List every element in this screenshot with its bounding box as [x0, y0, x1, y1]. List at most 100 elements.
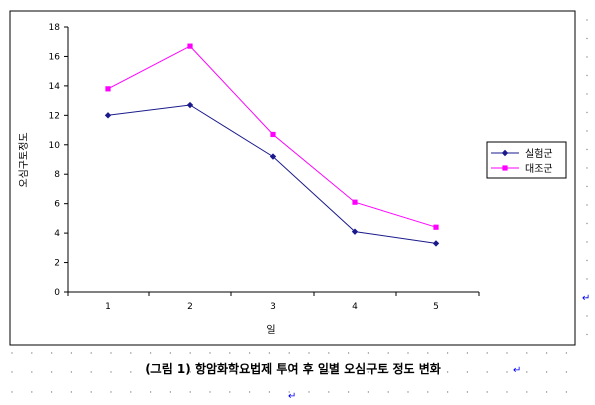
- data-point: [186, 101, 194, 109]
- layout-dot: [506, 352, 508, 354]
- y-tick-label: 14: [49, 82, 61, 92]
- layout-dot: [565, 371, 568, 373]
- legend-marker-series-2: [502, 165, 508, 171]
- layout-dot: [586, 37, 588, 40]
- layout-dot: [110, 371, 112, 373]
- layout-dot: [407, 352, 409, 354]
- layout-dot: [31, 371, 33, 373]
- layout-dot: [586, 222, 588, 225]
- layout-dot: [209, 352, 211, 354]
- layout-dot: [189, 352, 191, 354]
- layout-dot: [149, 352, 152, 354]
- data-point: [351, 228, 359, 235]
- layout-dot: [586, 204, 588, 206]
- caption-paragraph-mark: ↵: [513, 365, 521, 376]
- layout-dot: [248, 371, 251, 373]
- paragraph-mark: ↵: [582, 293, 590, 304]
- layout-dot: [268, 371, 271, 373]
- layout-dot: [189, 371, 191, 373]
- x-axis-title: 일: [266, 324, 275, 336]
- data-point: [187, 43, 193, 49]
- chart-frame: [9, 10, 576, 346]
- layout-dot: [586, 19, 588, 21]
- layout-dot: [586, 167, 588, 169]
- layout-dot: [248, 352, 251, 354]
- legend-box: [486, 141, 567, 179]
- layout-dot: [347, 391, 350, 393]
- layout-dot: [308, 391, 310, 393]
- layout-dot: [387, 371, 389, 373]
- layout-dot: [586, 241, 588, 243]
- layout-dot: [328, 391, 330, 393]
- x-axis-ticks: 1 2 3 4 5: [67, 292, 480, 312]
- data-point: [270, 131, 276, 138]
- layout-dot: [328, 352, 330, 354]
- layout-dot: [586, 130, 588, 132]
- layout-dot: [486, 352, 488, 354]
- layout-dot: [347, 371, 350, 373]
- layout-dot: [288, 352, 290, 354]
- layout-dot: [169, 371, 172, 373]
- x-tick-label: 5: [433, 302, 439, 312]
- layout-dot: [586, 148, 588, 151]
- series-layer: [104, 43, 440, 247]
- layout-dot: [407, 391, 409, 393]
- layout-dot: [288, 371, 290, 373]
- layout-dot: [427, 352, 429, 354]
- layout-dot: [545, 352, 548, 354]
- layout-dot: [427, 391, 429, 393]
- layout-dot: [545, 371, 548, 373]
- layout-dot: [288, 391, 290, 393]
- layout-dot: [110, 391, 112, 393]
- y-tick-label: 16: [49, 52, 61, 62]
- data-point: [105, 86, 111, 92]
- x-tick-label: 1: [105, 302, 111, 312]
- layout-dot: [308, 352, 310, 354]
- layout-dot: [31, 391, 33, 393]
- y-tick-label: 0: [54, 288, 60, 298]
- layout-dot: [586, 333, 588, 336]
- layout-dot: [586, 93, 588, 95]
- layout-dot: [347, 352, 350, 354]
- legend-label-series-2: 대조군: [525, 163, 553, 175]
- layout-dot: [50, 352, 53, 354]
- layout-dot: [586, 111, 588, 114]
- x-tick-label: 2: [187, 302, 193, 312]
- data-point: [269, 153, 277, 160]
- layout-dot: [367, 371, 370, 373]
- layout-dot: [11, 371, 13, 373]
- layout-dot: [586, 278, 588, 280]
- layout-dot: [387, 352, 389, 354]
- data-point: [432, 240, 440, 247]
- layout-dot: [328, 371, 330, 373]
- layout-dot: [466, 391, 469, 393]
- layout-dot: [130, 391, 132, 393]
- layout-dot: [229, 391, 231, 393]
- layout-dot: [407, 371, 409, 373]
- layout-dot: [90, 391, 92, 393]
- layout-dot: [189, 391, 191, 393]
- layout-dot: [466, 352, 469, 354]
- layout-dot: [586, 296, 588, 299]
- x-tick-label: 4: [352, 302, 358, 312]
- empty-line-paragraph-mark: ↵: [288, 391, 296, 402]
- y-tick-label: 4: [54, 229, 60, 239]
- layout-dot: [486, 371, 488, 373]
- y-tick-label: 8: [54, 170, 60, 180]
- layout-dot: [229, 352, 231, 354]
- layout-dot: [526, 391, 528, 393]
- layout-dot: [446, 371, 449, 373]
- layout-dot: [50, 371, 53, 373]
- layout-dot: [367, 352, 370, 354]
- layout-dot: [149, 371, 152, 373]
- layout-dot: [90, 352, 92, 354]
- layout-dot: [248, 391, 251, 393]
- layout-dot: [130, 371, 132, 373]
- layout-dot: [586, 56, 588, 58]
- layout-dot: [268, 391, 271, 393]
- layout-dot: [387, 391, 389, 393]
- legend-marker-series-1: [501, 149, 509, 157]
- data-point: [352, 199, 358, 205]
